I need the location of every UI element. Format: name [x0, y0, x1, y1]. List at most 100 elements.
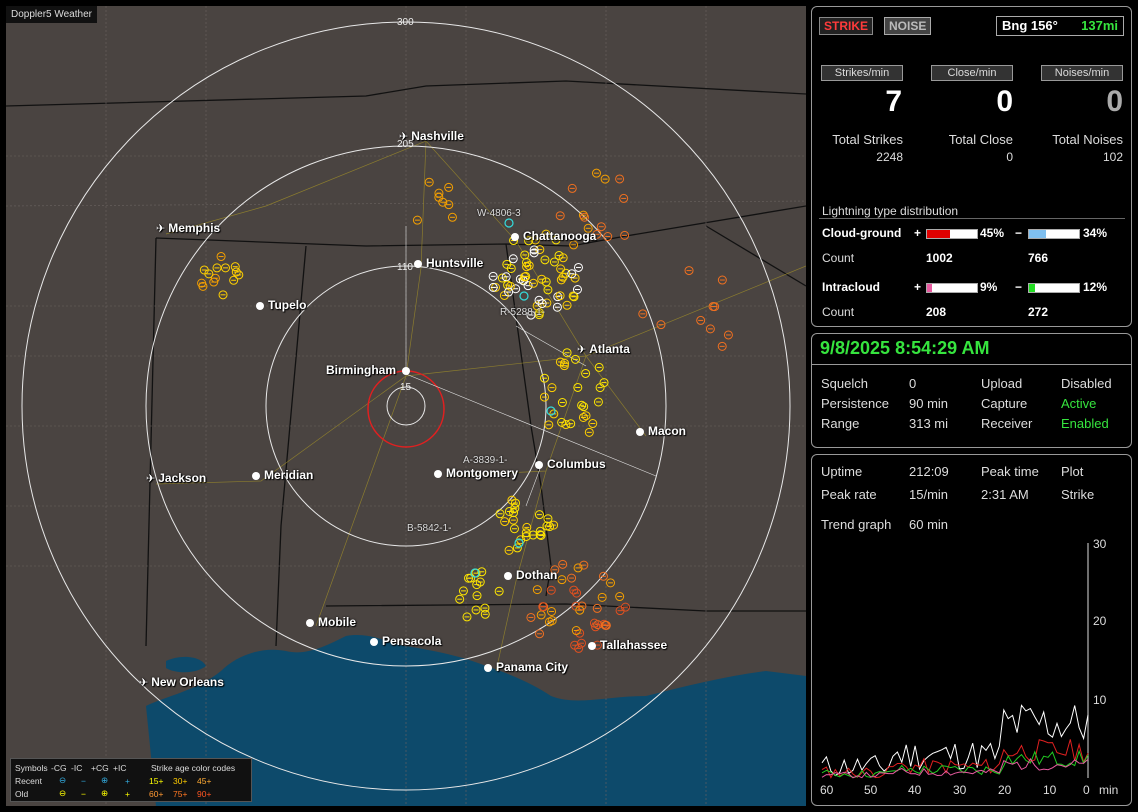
sensor-label: B-5842-1- — [407, 523, 452, 534]
city-tupelo[interactable]: Tupelo — [256, 298, 306, 312]
strikes-per-min-button[interactable]: Strikes/min — [821, 65, 903, 81]
city-new-orleans[interactable]: ✈ New Orleans — [139, 675, 224, 689]
recent-strike-marker — [504, 218, 514, 228]
airport-icon: ✈ — [156, 223, 166, 235]
strike-marker — [599, 619, 609, 629]
legend-header-neg-ic: -IC — [71, 762, 83, 773]
trend-panel: Uptime 212:09 Peak time 2:31 AM Plot Str… — [811, 454, 1132, 806]
pos-ic-recent-icon: + — [125, 775, 130, 786]
strike-marker — [578, 412, 588, 422]
neg-cg-recent-icon: ⊖ — [59, 775, 67, 785]
cg-plus-percent: 45% — [980, 226, 1005, 240]
strike-mode-button[interactable]: STRIKE — [819, 17, 874, 35]
strike-marker — [558, 559, 568, 569]
strike-marker — [526, 612, 536, 622]
strike-marker — [216, 252, 226, 262]
bearing-value: Bng 156° — [1002, 18, 1058, 33]
close-per-min-button[interactable]: Close/min — [931, 65, 1013, 81]
city-montgomery[interactable]: Montgomery — [434, 466, 518, 480]
city-meridian[interactable]: Meridian — [252, 468, 313, 482]
city-memphis[interactable]: ✈ Memphis — [156, 221, 221, 235]
city-nashville[interactable]: ✈ Nashville — [399, 129, 464, 143]
age-90: 90+ — [197, 788, 212, 799]
lightning-map[interactable]: Doppler5 Weather 300 205 110 15 ✈ Nashvil… — [6, 6, 806, 806]
city-atlanta[interactable]: ✈ Atlanta — [577, 342, 630, 356]
strike-marker — [569, 585, 579, 595]
strike-marker — [444, 200, 454, 210]
bearing-readout: Bng 156° 137mi — [996, 16, 1124, 36]
city-panama-city[interactable]: Panama City — [484, 660, 568, 674]
trend-graph-value: 60 min — [909, 517, 949, 532]
city-chattanooga[interactable]: Chattanooga — [511, 229, 596, 243]
age-30: 30+ — [173, 775, 188, 786]
cg-minus-percent: 34% — [1083, 226, 1108, 240]
strike-marker — [579, 402, 589, 412]
city-dot-icon — [256, 301, 264, 310]
city-dothan[interactable]: Dothan — [504, 568, 557, 582]
plot-label: Plot — [1061, 464, 1084, 479]
city-tallahassee[interactable]: Tallahassee — [588, 638, 667, 652]
strike-marker — [557, 417, 567, 427]
strike-markers — [197, 168, 733, 653]
capture-value: Active — [1061, 396, 1097, 411]
peak-rate-label: Peak rate — [821, 487, 877, 502]
strike-marker — [541, 277, 551, 287]
city-columbus[interactable]: Columbus — [535, 457, 606, 471]
strike-marker — [549, 257, 559, 267]
city-dot-icon — [504, 571, 512, 580]
strike-marker — [472, 591, 482, 601]
city-huntsville[interactable]: Huntsville — [414, 256, 483, 270]
city-birmingham[interactable]: Birmingham — [326, 363, 411, 377]
strike-marker — [578, 210, 588, 220]
strike-marker — [458, 586, 468, 596]
strike-marker — [505, 281, 515, 291]
recent-strike-marker — [514, 538, 524, 548]
strike-marker — [717, 275, 727, 285]
plot-value[interactable]: Strike — [1061, 487, 1095, 502]
strike-marker — [572, 588, 582, 598]
city-dot-icon — [511, 232, 519, 241]
strike-marker — [556, 264, 566, 274]
strike-marker — [472, 580, 482, 590]
city-mobile[interactable]: Mobile — [306, 615, 356, 629]
legend-header-symbols: Symbols — [15, 762, 48, 773]
trend-line — [821, 757, 1089, 779]
strikes-per-min-value: 7 — [885, 85, 902, 118]
noise-mode-button[interactable]: NOISE — [884, 17, 932, 35]
strike-marker — [506, 263, 516, 273]
ring-label-300: 300 — [397, 17, 414, 28]
strike-marker — [576, 638, 586, 648]
strike-marker — [569, 292, 579, 302]
strike-marker — [523, 281, 533, 291]
peak-rate-value: 15/min — [909, 487, 949, 502]
strike-marker — [532, 301, 542, 311]
strike-marker — [620, 602, 630, 612]
noises-per-min-button[interactable]: Noises/min — [1041, 65, 1123, 81]
uptime-label: Uptime — [821, 464, 863, 479]
neg-cg-old-icon: ⊖ — [59, 788, 67, 798]
strike-marker — [497, 273, 507, 283]
strike-marker — [198, 281, 208, 291]
city-macon[interactable]: Macon — [636, 424, 686, 438]
ring-label-15: 15 — [400, 382, 412, 393]
strike-marker — [584, 427, 594, 437]
strike-marker — [573, 262, 583, 272]
strike-marker — [488, 282, 498, 292]
ic-plus-sign: + — [914, 280, 922, 294]
app-title: Doppler5 Weather — [6, 6, 97, 23]
city-pensacola[interactable]: Pensacola — [370, 634, 441, 648]
strike-marker — [705, 324, 715, 334]
strike-marker — [550, 565, 560, 575]
strike-marker — [588, 419, 598, 429]
strike-marker — [488, 271, 498, 281]
x-tick-30: 30 — [953, 783, 967, 797]
county-lines — [6, 6, 806, 806]
strike-marker — [447, 212, 457, 222]
x-tick-20: 20 — [998, 783, 1012, 797]
strike-marker — [567, 269, 577, 279]
map-canvas[interactable] — [6, 6, 806, 806]
city-jackson[interactable]: ✈ Jackson — [146, 471, 207, 485]
strike-marker — [538, 602, 548, 612]
strike-marker — [539, 392, 549, 402]
strike-marker — [555, 211, 565, 221]
